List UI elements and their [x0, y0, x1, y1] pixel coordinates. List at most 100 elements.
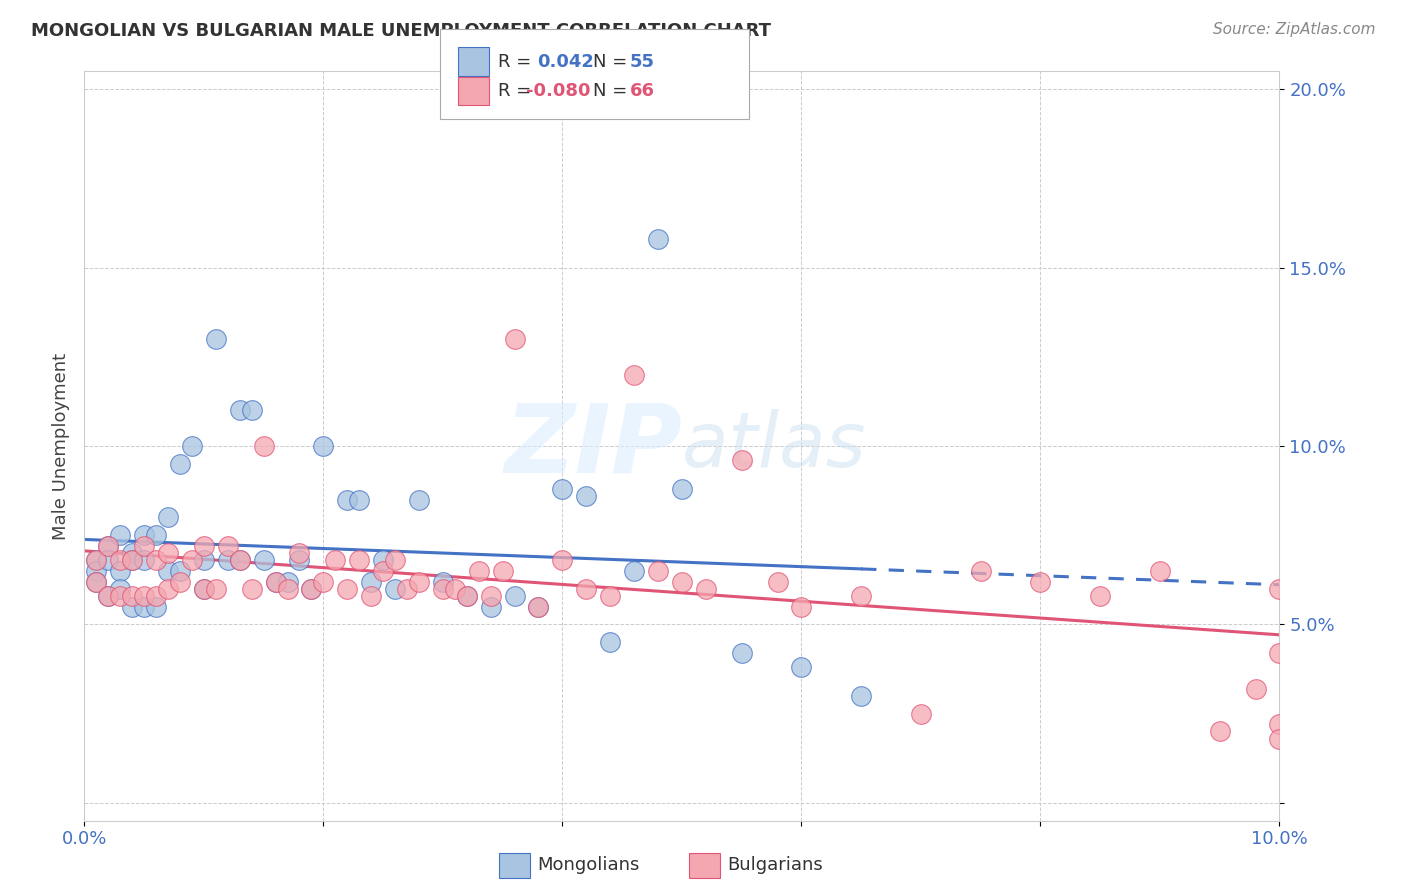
Point	[145, 553, 167, 567]
Point	[1268, 582, 1291, 596]
Point	[373, 564, 395, 578]
Text: R =: R =	[498, 53, 537, 70]
Point	[132, 528, 156, 542]
Point	[1268, 646, 1291, 660]
Point	[731, 646, 754, 660]
Point	[766, 574, 789, 589]
Point	[181, 553, 204, 567]
Point	[301, 582, 323, 596]
Point	[240, 582, 263, 596]
Point	[110, 564, 132, 578]
Point	[121, 599, 143, 614]
Point	[169, 574, 191, 589]
Point	[910, 706, 932, 721]
Point	[264, 574, 287, 589]
Point	[647, 232, 669, 246]
Point	[121, 546, 143, 560]
Point	[456, 589, 478, 603]
Point	[731, 453, 754, 467]
Point	[349, 492, 371, 507]
Point	[121, 553, 143, 567]
Point	[575, 582, 598, 596]
Point	[157, 510, 180, 524]
Point	[86, 574, 108, 589]
Point	[360, 589, 382, 603]
Point	[575, 489, 598, 503]
Point	[145, 528, 167, 542]
Point	[193, 582, 215, 596]
Point	[492, 564, 515, 578]
Point	[132, 539, 156, 553]
Point	[312, 439, 335, 453]
Point	[336, 582, 359, 596]
Point	[86, 574, 108, 589]
Point	[527, 599, 550, 614]
Point	[145, 589, 167, 603]
Point	[97, 539, 120, 553]
Point	[325, 553, 347, 567]
Text: N =: N =	[593, 53, 633, 70]
Point	[790, 599, 813, 614]
Point	[1209, 724, 1232, 739]
Point	[479, 589, 502, 603]
Point	[503, 589, 526, 603]
Point	[1244, 681, 1267, 696]
Text: 55: 55	[630, 53, 655, 70]
Point	[647, 564, 669, 578]
Point	[193, 539, 215, 553]
Point	[599, 589, 621, 603]
Point	[110, 582, 132, 596]
Point	[157, 564, 180, 578]
Point	[396, 582, 419, 596]
Point	[97, 539, 120, 553]
Point	[277, 582, 299, 596]
Point	[468, 564, 491, 578]
Point	[970, 564, 993, 578]
Point	[671, 482, 693, 496]
Point	[132, 599, 156, 614]
Point	[86, 553, 108, 567]
Text: N =: N =	[593, 82, 633, 100]
Point	[217, 553, 239, 567]
Point	[527, 599, 550, 614]
Point	[599, 635, 621, 649]
Point	[132, 553, 156, 567]
Point	[205, 582, 228, 596]
Point	[205, 332, 228, 346]
Point	[228, 553, 252, 567]
Point	[132, 589, 156, 603]
Point	[551, 482, 574, 496]
Point	[240, 403, 263, 417]
Point	[408, 574, 430, 589]
Point	[97, 589, 120, 603]
Point	[110, 528, 132, 542]
Point	[349, 553, 371, 567]
Point	[360, 574, 382, 589]
Point	[193, 553, 215, 567]
Point	[456, 589, 478, 603]
Text: -0.080: -0.080	[526, 82, 591, 100]
Text: MONGOLIAN VS BULGARIAN MALE UNEMPLOYMENT CORRELATION CHART: MONGOLIAN VS BULGARIAN MALE UNEMPLOYMENT…	[31, 22, 770, 40]
Point	[373, 553, 395, 567]
Point	[86, 564, 108, 578]
Point	[97, 589, 120, 603]
Point	[228, 403, 252, 417]
Text: 0.042: 0.042	[537, 53, 593, 70]
Point	[1090, 589, 1112, 603]
Point	[432, 582, 454, 596]
Point	[1029, 574, 1052, 589]
Text: R =: R =	[498, 82, 537, 100]
Point	[503, 332, 526, 346]
Point	[110, 553, 132, 567]
Point	[384, 582, 406, 596]
Point	[157, 546, 180, 560]
Point	[253, 553, 276, 567]
Text: Bulgarians: Bulgarians	[727, 856, 823, 874]
Point	[228, 553, 252, 567]
Point	[217, 539, 239, 553]
Text: 66: 66	[630, 82, 655, 100]
Point	[110, 589, 132, 603]
Point	[790, 660, 813, 674]
Point	[851, 589, 873, 603]
Point	[1268, 717, 1291, 731]
